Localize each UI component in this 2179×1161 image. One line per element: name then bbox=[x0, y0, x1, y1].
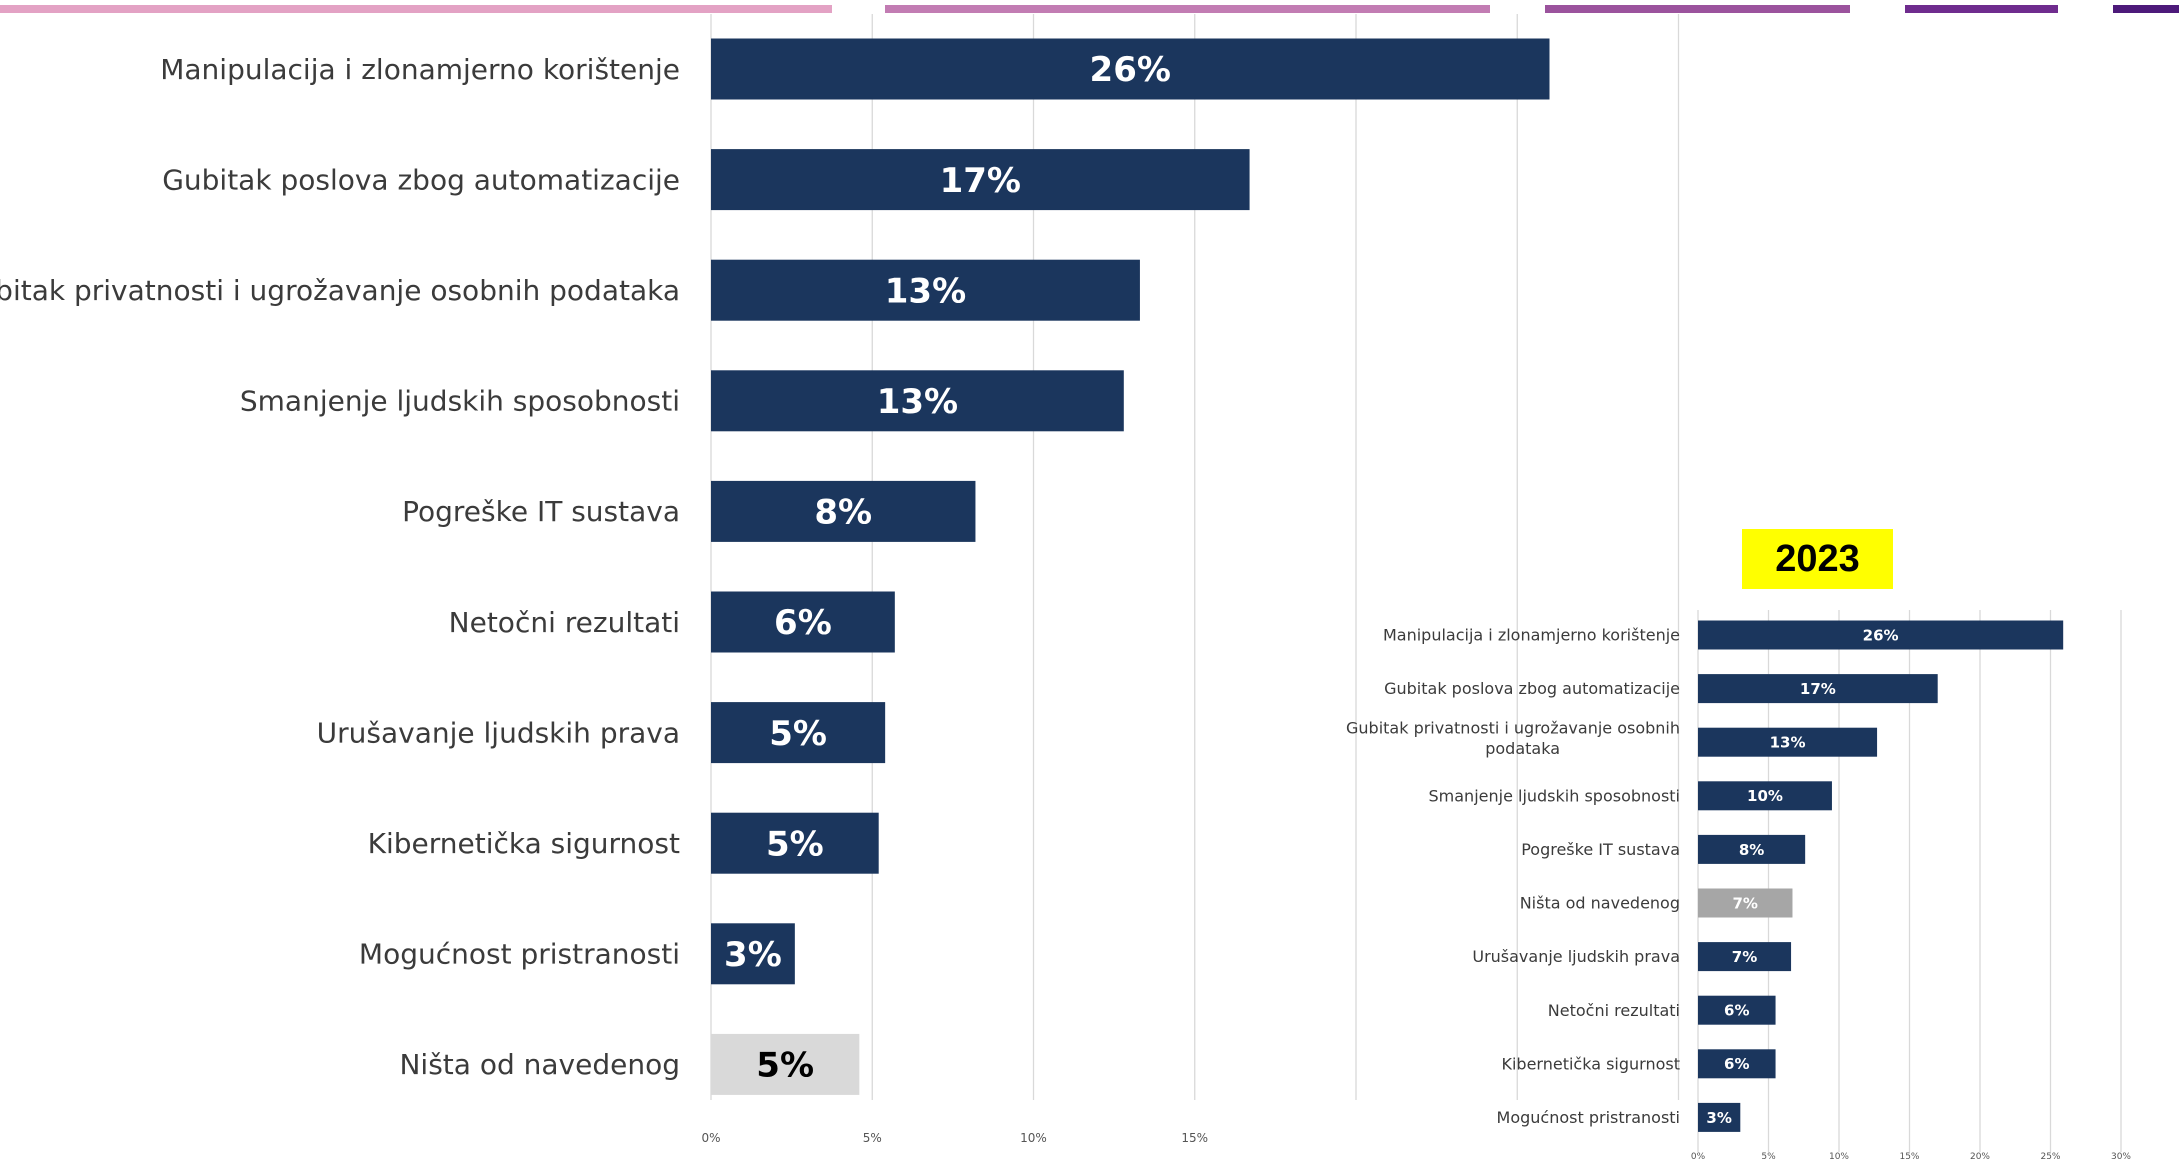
x-tick-label: 5% bbox=[1761, 1152, 1776, 1161]
bar bbox=[711, 1033, 860, 1095]
data-label: 6% bbox=[1724, 1002, 1749, 1020]
category-label: Kibernetička sigurnost bbox=[1501, 1054, 1680, 1073]
category-label: Manipulacija i zlonamjerno korištenje bbox=[1383, 626, 1680, 645]
x-tick-label: 15% bbox=[1181, 1131, 1208, 1145]
bar bbox=[1698, 781, 1832, 811]
category-label: Gubitak poslova zbog automatizacije bbox=[162, 163, 680, 196]
bar bbox=[1698, 1102, 1741, 1132]
x-tick-label: 0% bbox=[701, 1131, 720, 1145]
decor-stripe-4 bbox=[1905, 5, 2058, 13]
category-label: Ništa od navedenog bbox=[399, 1048, 680, 1081]
x-tick-label: 5% bbox=[863, 1131, 882, 1145]
category-label: Pogreške IT sustava bbox=[1521, 840, 1680, 859]
data-label: 13% bbox=[885, 271, 966, 311]
category-label: Gubitak privatnosti i ugrožavanje osobni… bbox=[0, 274, 680, 307]
category-label: Mogućnost pristranosti bbox=[1497, 1108, 1680, 1127]
category-label: Netočni rezultati bbox=[1548, 1001, 1680, 1020]
x-tick-label: 20% bbox=[1970, 1152, 1990, 1161]
decorative-top-stripes bbox=[0, 5, 2179, 13]
bar bbox=[711, 812, 879, 874]
year-badge: 2023 bbox=[1742, 529, 1893, 589]
bar bbox=[1698, 995, 1776, 1025]
decor-stripe-3 bbox=[1545, 5, 1850, 13]
category-label: Gubitak poslova zbog automatizacije bbox=[1384, 679, 1680, 698]
bar bbox=[1698, 888, 1793, 918]
x-tick-label: 0% bbox=[1691, 1152, 1706, 1161]
x-tick-label: 10% bbox=[1020, 1131, 1047, 1145]
category-label: Kibernetička sigurnost bbox=[368, 827, 680, 860]
category-label: Manipulacija i zlonamjerno korištenje bbox=[160, 53, 680, 86]
data-label: 26% bbox=[1863, 626, 1899, 644]
data-label: 5% bbox=[756, 1046, 814, 1086]
x-tick-label: 25% bbox=[2040, 1152, 2060, 1161]
data-label: 5% bbox=[769, 714, 827, 754]
bar bbox=[711, 923, 795, 985]
category-label-line: podataka bbox=[1485, 739, 1560, 758]
bar bbox=[1698, 674, 1938, 704]
data-label: 6% bbox=[1724, 1055, 1749, 1073]
category-label: Smanjenje ljudskih sposobnosti bbox=[1429, 786, 1681, 805]
data-label: 17% bbox=[1800, 680, 1836, 698]
x-tick-label: 30% bbox=[2111, 1152, 2131, 1161]
decor-stripe-1 bbox=[0, 5, 832, 13]
bar bbox=[711, 480, 976, 542]
bar bbox=[1698, 620, 2064, 650]
bar bbox=[711, 591, 895, 653]
bar bbox=[711, 370, 1124, 432]
category-label: Urušavanje ljudskih prava bbox=[317, 716, 680, 749]
data-label: 26% bbox=[1090, 50, 1171, 90]
data-label: 8% bbox=[814, 493, 872, 533]
bar bbox=[1698, 1049, 1776, 1079]
bar bbox=[1698, 727, 1878, 757]
x-tick-label: 10% bbox=[1829, 1152, 1849, 1161]
bar bbox=[711, 259, 1140, 321]
data-label: 8% bbox=[1739, 841, 1764, 859]
bar bbox=[711, 149, 1250, 211]
category-label: Smanjenje ljudskih sposobnosti bbox=[240, 385, 680, 418]
category-label: Pogreške IT sustava bbox=[402, 495, 680, 528]
data-label: 13% bbox=[877, 382, 958, 422]
data-label: 3% bbox=[724, 935, 782, 975]
category-label: Urušavanje ljudskih prava bbox=[1472, 947, 1680, 966]
data-label: 10% bbox=[1747, 787, 1783, 805]
data-label: 6% bbox=[774, 603, 832, 643]
category-label: Gubitak privatnosti i ugrožavanje osobni… bbox=[1346, 718, 1680, 758]
category-label: Mogućnost pristranosti bbox=[359, 938, 680, 971]
bar bbox=[711, 702, 886, 764]
data-label: 17% bbox=[940, 161, 1021, 201]
category-label: Ništa od navedenog bbox=[1520, 894, 1680, 913]
data-label: 13% bbox=[1770, 734, 1806, 752]
data-label: 7% bbox=[1733, 894, 1758, 912]
x-tick-label: 15% bbox=[1899, 1152, 1919, 1161]
decor-stripe-5 bbox=[2113, 5, 2179, 13]
bar bbox=[1698, 942, 1792, 972]
data-label: 7% bbox=[1732, 948, 1757, 966]
data-label: 5% bbox=[766, 824, 824, 864]
category-label-line: Gubitak privatnosti i ugrožavanje osobni… bbox=[1346, 718, 1680, 737]
data-label: 3% bbox=[1706, 1109, 1731, 1127]
decor-stripe-2 bbox=[885, 5, 1490, 13]
bar bbox=[1698, 834, 1806, 864]
category-label: Netočni rezultati bbox=[449, 606, 680, 639]
inset-bar-chart-2023: 0% 5% 10% 15% 20% 25% 30% 26% Manipulacija i zlo… bbox=[1346, 610, 2131, 1161]
bar bbox=[711, 38, 1550, 100]
